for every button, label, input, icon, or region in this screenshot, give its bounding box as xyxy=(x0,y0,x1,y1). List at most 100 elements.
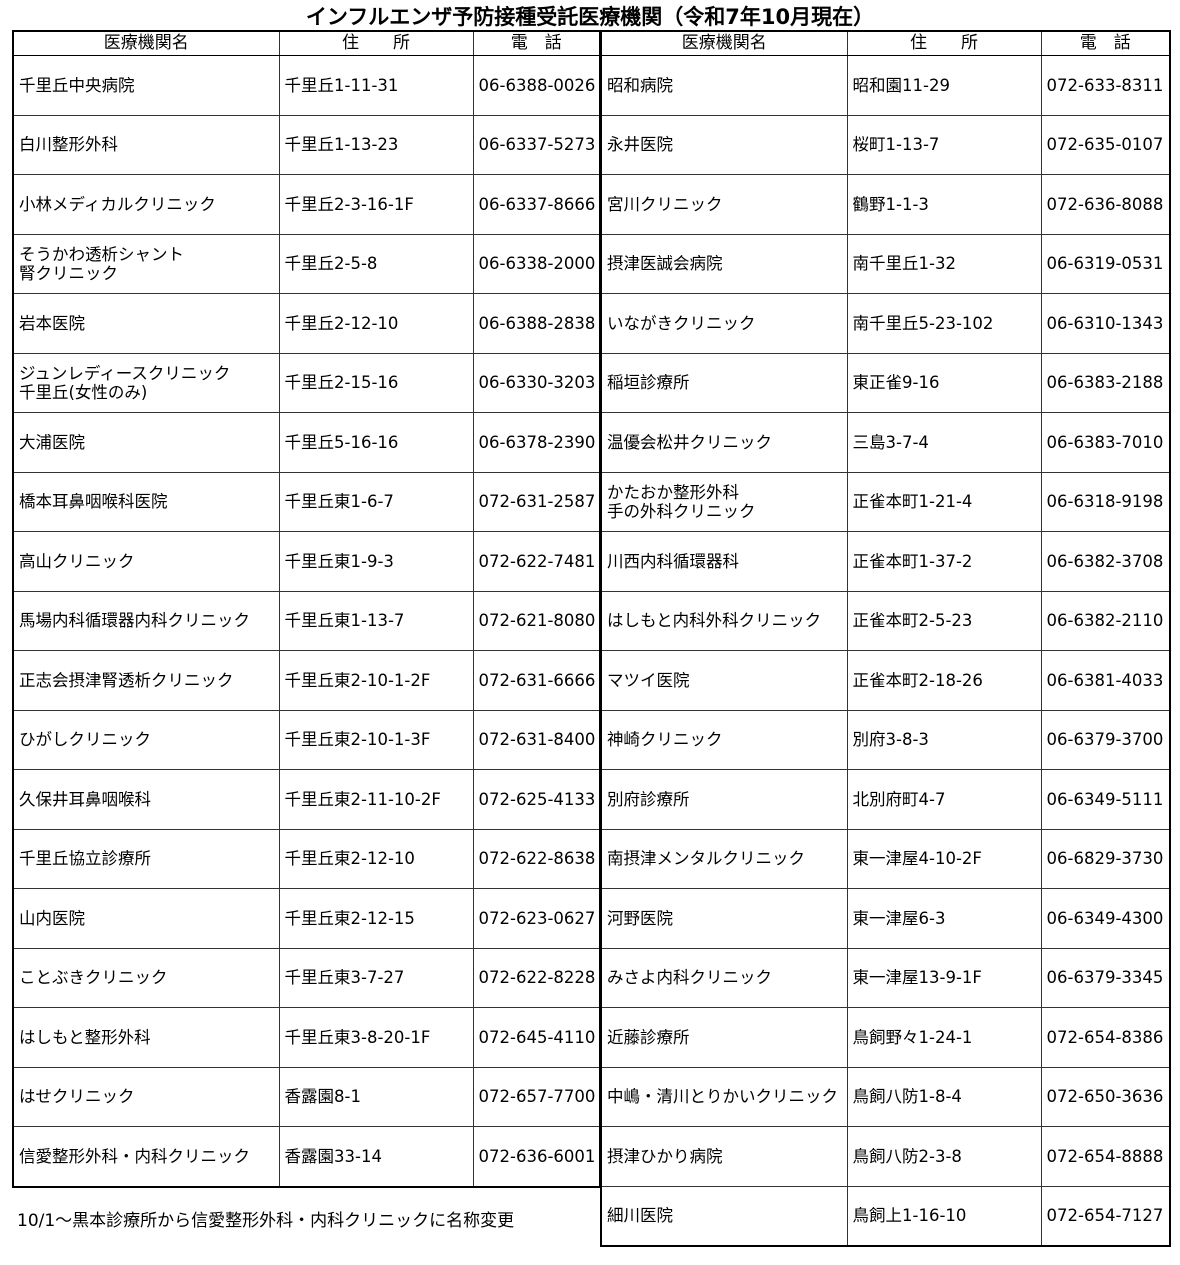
clinic-phone: 072-636-8088 xyxy=(1040,174,1171,235)
clinic-address: 千里丘東2-11-10-2F xyxy=(278,769,474,830)
clinic-phone: 072-621-8080 xyxy=(472,590,601,651)
table-row: 岩本医院 千里丘2-12-10 06-6388-2838 xyxy=(12,293,601,354)
table-row: 山内医院 千里丘東2-12-15 072-623-0627 xyxy=(12,888,601,949)
clinic-name: 橋本耳鼻咽喉科医院 xyxy=(12,471,280,532)
header-phone: 電 話 xyxy=(1040,30,1171,56)
clinic-table-left: 医療機関名 住 所 電 話 千里丘中央病院 千里丘1-11-31 06-6388-0… xyxy=(12,30,601,1188)
clinic-phone: 06-6381-4033 xyxy=(1040,650,1171,711)
table-header: 医療機関名 住 所 電 話 xyxy=(12,30,601,56)
clinic-phone: 06-6338-2000 xyxy=(472,233,601,294)
clinic-phone: 072-631-8400 xyxy=(472,709,601,770)
clinic-name: そうかわ透析シャント 腎クリニック xyxy=(12,233,280,294)
clinic-phone: 06-6310-1343 xyxy=(1040,293,1171,354)
table-row: 高山クリニック 千里丘東1-9-3 072-622-7481 xyxy=(12,531,601,592)
header-phone: 電 話 xyxy=(472,30,601,56)
clinic-address: 東一津屋6-3 xyxy=(846,888,1042,949)
clinic-name: 摂津医誠会病院 xyxy=(600,233,848,294)
table-row: いながきクリニック 南千里丘5-23-102 06-6310-1343 xyxy=(600,293,1171,354)
clinic-name: ことぶきクリニック xyxy=(12,947,280,1008)
table-row: はしもと内科外科クリニック 正雀本町2-5-23 06-6382-2110 xyxy=(600,590,1171,651)
clinic-name: 白川整形外科 xyxy=(12,114,280,175)
clinic-name: 昭和病院 xyxy=(600,55,848,116)
clinic-name: 南摂津メンタルクリニック xyxy=(600,828,848,889)
clinic-phone: 06-6829-3730 xyxy=(1040,828,1171,889)
clinic-name: 久保井耳鼻咽喉科 xyxy=(12,769,280,830)
table-row: 摂津医誠会病院 南千里丘1-32 06-6319-0531 xyxy=(600,233,1171,294)
clinic-name: 別府診療所 xyxy=(600,769,848,830)
clinic-address: 千里丘東2-10-1-3F xyxy=(278,709,474,770)
clinic-phone: 06-6379-3345 xyxy=(1040,947,1171,1008)
clinic-address: 三島3-7-4 xyxy=(846,412,1042,473)
table-row: 千里丘中央病院 千里丘1-11-31 06-6388-0026 xyxy=(12,55,601,116)
clinic-name: 温優会松井クリニック xyxy=(600,412,848,473)
clinic-address: 千里丘5-16-16 xyxy=(278,412,474,473)
clinic-name: 正志会摂津腎透析クリニック xyxy=(12,650,280,711)
clinic-address: 正雀本町1-37-2 xyxy=(846,531,1042,592)
table-row: 信愛整形外科・内科クリニック 香露園33-14 072-636-6001 xyxy=(12,1126,601,1187)
clinic-name: 千里丘中央病院 xyxy=(12,55,280,116)
clinic-phone: 06-6388-2838 xyxy=(472,293,601,354)
clinic-phone: 06-6337-8666 xyxy=(472,174,601,235)
clinic-phone: 06-6319-0531 xyxy=(1040,233,1171,294)
clinic-address: 東一津屋4-10-2F xyxy=(846,828,1042,889)
clinic-name: 大浦医院 xyxy=(12,412,280,473)
clinic-name: 近藤診療所 xyxy=(600,1007,848,1068)
clinic-phone: 072-654-8888 xyxy=(1040,1126,1171,1187)
table-row: 馬場内科循環器内科クリニック 千里丘東1-13-7 072-621-8080 xyxy=(12,590,601,651)
table-row: 中嶋・清川とりかいクリニック 鳥飼八防1-8-4 072-650-3636 xyxy=(600,1066,1171,1127)
clinic-phone: 072-622-8228 xyxy=(472,947,601,1008)
clinic-phone: 06-6383-2188 xyxy=(1040,352,1171,413)
table-row: ひがしクリニック 千里丘東2-10-1-3F 072-631-8400 xyxy=(12,709,601,770)
clinic-phone: 072-633-8311 xyxy=(1040,55,1171,116)
clinic-address: 千里丘2-3-16-1F xyxy=(278,174,474,235)
clinic-address: 千里丘1-13-23 xyxy=(278,114,474,175)
clinic-phone: 06-6318-9198 xyxy=(1040,471,1171,532)
clinic-address: 千里丘東1-6-7 xyxy=(278,471,474,532)
table-row: 細川医院 鳥飼上1-16-10 072-654-7127 xyxy=(600,1185,1171,1247)
clinic-name: ひがしクリニック xyxy=(12,709,280,770)
clinic-address: 千里丘2-15-16 xyxy=(278,352,474,413)
header-name: 医療機関名 xyxy=(12,30,280,56)
clinic-address: 鳥飼上1-16-10 xyxy=(846,1185,1042,1247)
clinic-name: 稲垣診療所 xyxy=(600,352,848,413)
table-row: 南摂津メンタルクリニック 東一津屋4-10-2F 06-6829-3730 xyxy=(600,828,1171,889)
clinic-address: 千里丘東2-12-15 xyxy=(278,888,474,949)
clinic-address: 昭和園11-29 xyxy=(846,55,1042,116)
clinic-phone: 06-6349-5111 xyxy=(1040,769,1171,830)
clinic-address: 鳥飼八防2-3-8 xyxy=(846,1126,1042,1187)
table-row: 摂津ひかり病院 鳥飼八防2-3-8 072-654-8888 xyxy=(600,1126,1171,1187)
clinic-address: 千里丘東3-8-20-1F xyxy=(278,1007,474,1068)
table-row: 久保井耳鼻咽喉科 千里丘東2-11-10-2F 072-625-4133 xyxy=(12,769,601,830)
clinic-address: 千里丘東1-9-3 xyxy=(278,531,474,592)
clinic-name: 川西内科循環器科 xyxy=(600,531,848,592)
clinic-phone: 072-645-4110 xyxy=(472,1007,601,1068)
clinic-address: 鶴野1-1-3 xyxy=(846,174,1042,235)
clinic-name: 河野医院 xyxy=(600,888,848,949)
table-row: 白川整形外科 千里丘1-13-23 06-6337-5273 xyxy=(12,114,601,175)
clinic-phone: 06-6379-3700 xyxy=(1040,709,1171,770)
clinic-name: 小林メディカルクリニック xyxy=(12,174,280,235)
clinic-phone: 072-654-7127 xyxy=(1040,1185,1171,1247)
table-row: 別府診療所 北別府町4-7 06-6349-5111 xyxy=(600,769,1171,830)
clinic-address: 千里丘2-12-10 xyxy=(278,293,474,354)
clinic-address: 千里丘東2-10-1-2F xyxy=(278,650,474,711)
clinic-name: はしもと整形外科 xyxy=(12,1007,280,1068)
clinic-name: 神崎クリニック xyxy=(600,709,848,770)
clinic-name: いながきクリニック xyxy=(600,293,848,354)
table-row: マツイ医院 正雀本町2-18-26 06-6381-4033 xyxy=(600,650,1171,711)
clinic-name: 細川医院 xyxy=(600,1185,848,1247)
clinic-address: 香露園8-1 xyxy=(278,1066,474,1127)
clinic-phone: 06-6378-2390 xyxy=(472,412,601,473)
table-row: 河野医院 東一津屋6-3 06-6349-4300 xyxy=(600,888,1171,949)
table-row: そうかわ透析シャント 腎クリニック 千里丘2-5-8 06-6338-2000 xyxy=(12,233,601,294)
header-name: 医療機関名 xyxy=(600,30,848,56)
clinic-address: 別府3-8-3 xyxy=(846,709,1042,770)
clinic-name: 馬場内科循環器内科クリニック xyxy=(12,590,280,651)
clinic-phone: 072-623-0627 xyxy=(472,888,601,949)
clinic-phone: 06-6388-0026 xyxy=(472,55,601,116)
table-row: かたおか整形外科 手の外科クリニック 正雀本町1-21-4 06-6318-9198 xyxy=(600,471,1171,532)
table-row: 大浦医院 千里丘5-16-16 06-6378-2390 xyxy=(12,412,601,473)
clinic-phone: 06-6330-3203 xyxy=(472,352,601,413)
clinic-address: 正雀本町2-5-23 xyxy=(846,590,1042,651)
clinic-phone: 072-650-3636 xyxy=(1040,1066,1171,1127)
